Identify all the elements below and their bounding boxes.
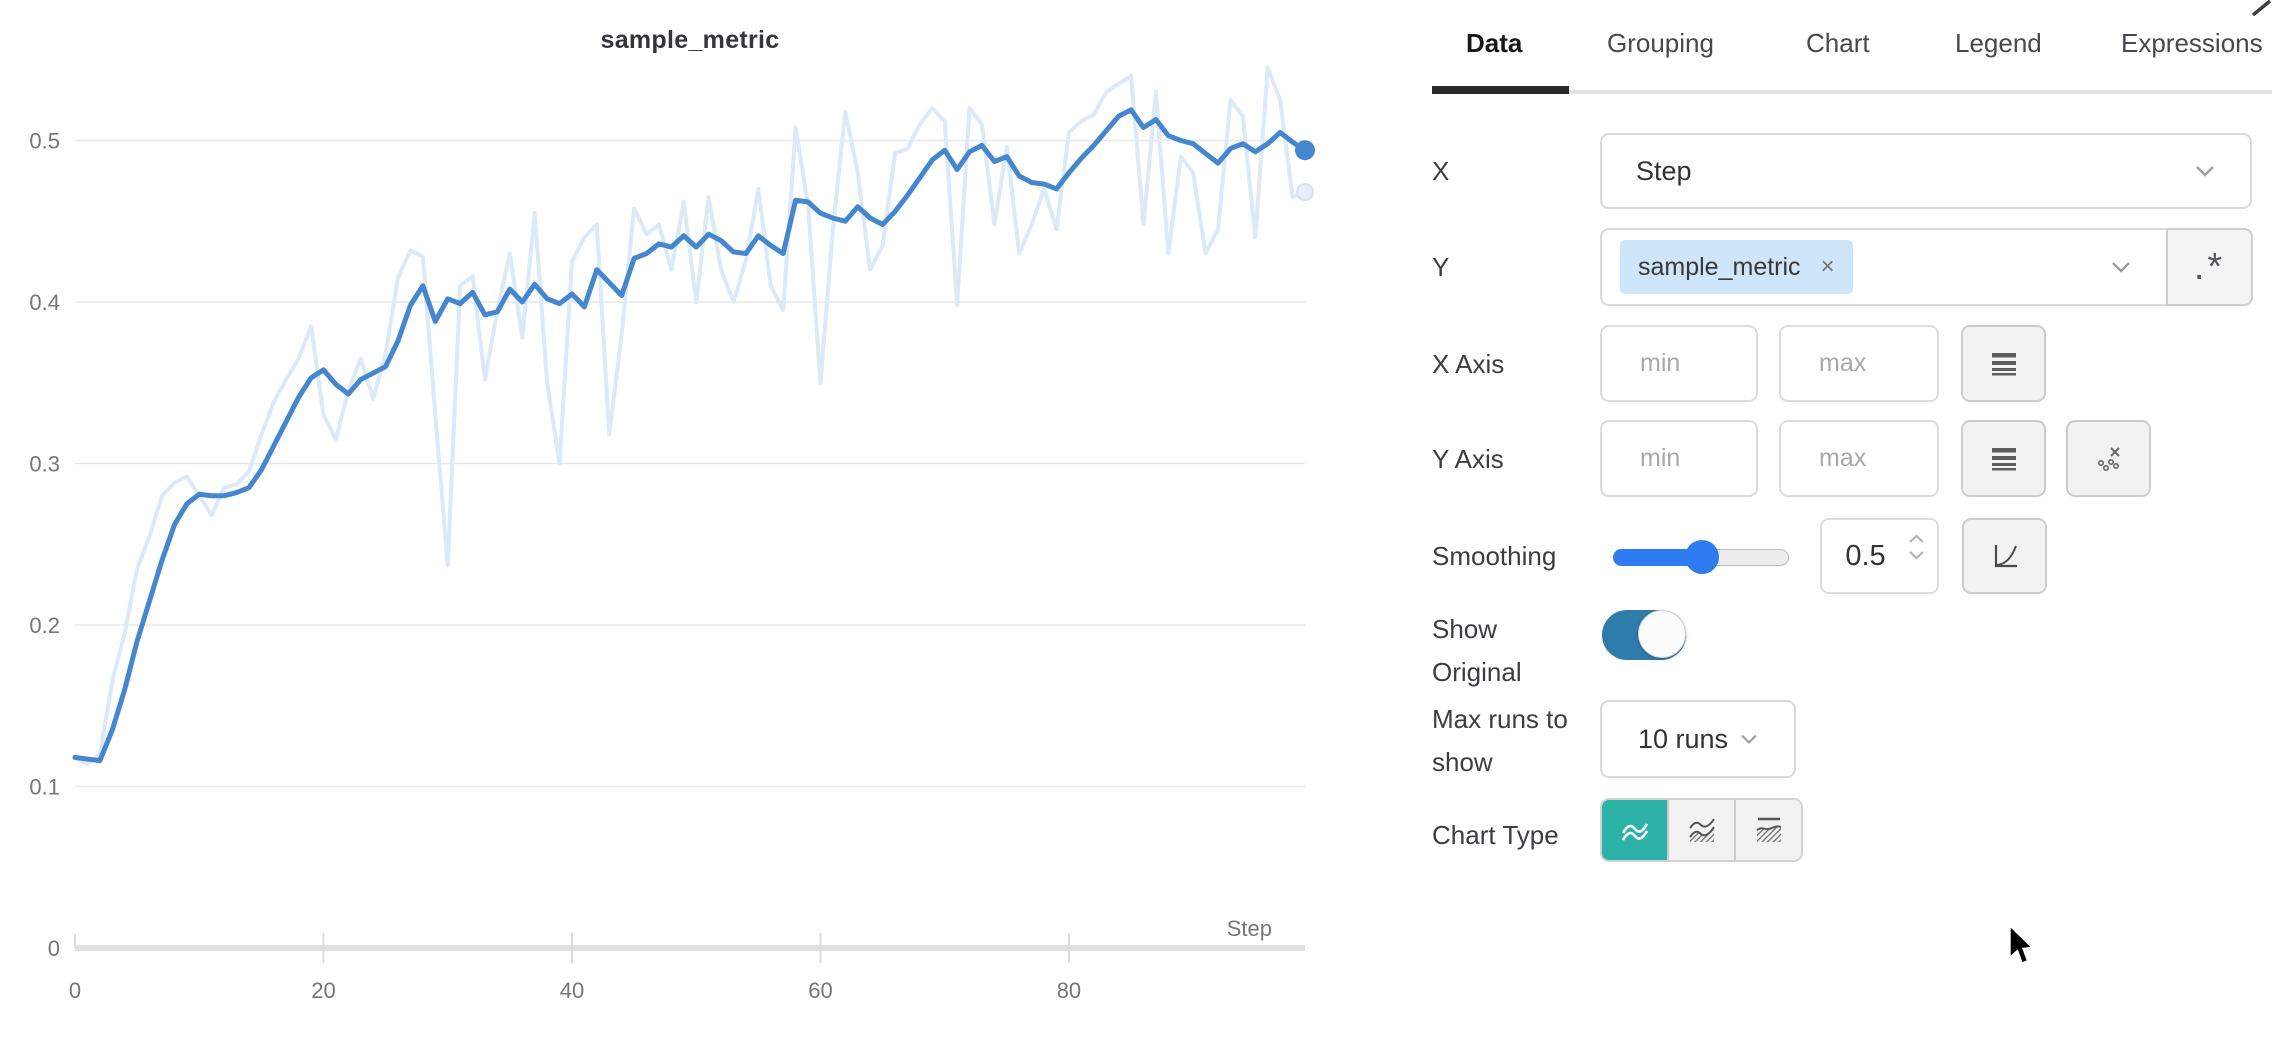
- percentile-plot-icon: [1755, 817, 1781, 842]
- x-tick-label: 60: [808, 978, 832, 1003]
- smoothing-label: Smoothing: [1432, 541, 1557, 571]
- chip-remove-icon[interactable]: ×: [1820, 253, 1835, 280]
- toggle-knob: [1638, 610, 1686, 658]
- max-runs-value: 10 runs: [1637, 723, 1729, 754]
- line-plot-icon: [1621, 823, 1648, 841]
- y-axis-log-scale-button[interactable]: [1961, 420, 2046, 497]
- y-tick-label: 0.3: [29, 452, 60, 477]
- smoothed-series-line: [72, 107, 1308, 764]
- y-tick-label: 0.4: [29, 290, 60, 315]
- smoothed-end-dot: [1295, 140, 1315, 161]
- mouse-cursor: [2009, 925, 2034, 964]
- chart-type-segmented-control: [1600, 798, 1803, 862]
- x-tick-label: 40: [560, 978, 584, 1003]
- ignore-outliers-button[interactable]: [2066, 420, 2151, 497]
- y-metric-chip[interactable]: sample_metric ×: [1620, 240, 1853, 294]
- chart-type-area-button[interactable]: [1667, 800, 1734, 860]
- y-metric-chip-label: sample_metric: [1638, 252, 1801, 281]
- tab-data[interactable]: Data: [1466, 28, 1523, 58]
- x-axis-label: X Axis: [1432, 349, 1505, 379]
- tab-expressions[interactable]: Expressions: [2121, 28, 2263, 58]
- chart-title: sample_metric: [600, 26, 780, 54]
- metric-line-chart[interactable]: 0.5 0.4 0.3 0.2 0.1 00 20 40 60 80 Step: [0, 0, 1340, 1040]
- smoothing-slider-thumb[interactable]: [1685, 540, 1719, 574]
- x-axis-title: Step: [1227, 916, 1272, 941]
- tab-chart[interactable]: Chart: [1806, 28, 1870, 58]
- smoothing-type-button[interactable]: [1962, 518, 2047, 594]
- show-original-toggle[interactable]: [1602, 610, 1686, 660]
- x-metric-select[interactable]: Step: [1600, 133, 2252, 209]
- stepper-down-icon[interactable]: [1908, 550, 1925, 560]
- area-plot-icon: [1688, 818, 1715, 842]
- smoothing-value-steppers[interactable]: [1908, 534, 1925, 560]
- x-axis-log-scale-button[interactable]: [1961, 325, 2046, 402]
- stepper-up-icon[interactable]: [1908, 534, 1925, 544]
- chevron-down-icon: [1741, 734, 1757, 745]
- outliers-icon: [2097, 446, 2120, 471]
- chart-type-label: Chart Type: [1432, 820, 1559, 850]
- y-tick-label: 0.5: [29, 129, 60, 154]
- x-tick-label: 0: [69, 978, 81, 1003]
- original-end-dot: [1296, 183, 1314, 202]
- y-metric-combobox[interactable]: sample_metric ×: [1600, 228, 2168, 306]
- y-field-label: Y: [1432, 252, 1450, 282]
- clipped-corner-icon: [2251, 0, 2272, 16]
- x-tick-label: 80: [1057, 978, 1081, 1003]
- x-metric-value: Step: [1636, 155, 1692, 186]
- smoothing-slider-fill: [1613, 549, 1703, 566]
- tab-legend[interactable]: Legend: [1955, 28, 2042, 58]
- chart-type-line-button[interactable]: [1602, 800, 1667, 860]
- log-scale-icon: [1991, 352, 2016, 375]
- max-runs-label: Max runs to show: [1432, 704, 1568, 777]
- smoothing-curve-icon: [1994, 545, 2017, 568]
- x-axis-max-input[interactable]: [1779, 325, 1939, 402]
- smoothing-value-input[interactable]: [1820, 518, 1939, 594]
- log-scale-icon: [1991, 447, 2016, 470]
- regex-toggle-button[interactable]: .*: [2166, 228, 2253, 306]
- max-runs-select[interactable]: 10 runs: [1600, 700, 1796, 778]
- original-series-line: [73, 65, 1307, 766]
- y-tick-label: 0: [48, 936, 60, 961]
- chevron-down-icon: [2112, 262, 2130, 273]
- y-tick-label: 0.1: [29, 775, 60, 800]
- show-original-label: Show Original: [1432, 614, 1522, 687]
- x-tick-label: 20: [311, 978, 335, 1003]
- tab-underline: [1569, 90, 2272, 94]
- x-axis-min-input[interactable]: [1600, 325, 1758, 402]
- tab-grouping[interactable]: Grouping: [1607, 28, 1714, 58]
- x-field-label: X: [1432, 156, 1450, 186]
- y-axis-label: Y Axis: [1432, 444, 1504, 474]
- chart-type-percentile-button[interactable]: [1734, 800, 1801, 860]
- active-tab-underline: [1432, 86, 1569, 94]
- y-axis-max-input[interactable]: [1779, 420, 1939, 497]
- chevron-down-icon: [2196, 166, 2214, 177]
- y-tick-label: 0.2: [29, 613, 60, 638]
- y-axis-min-input[interactable]: [1600, 420, 1758, 497]
